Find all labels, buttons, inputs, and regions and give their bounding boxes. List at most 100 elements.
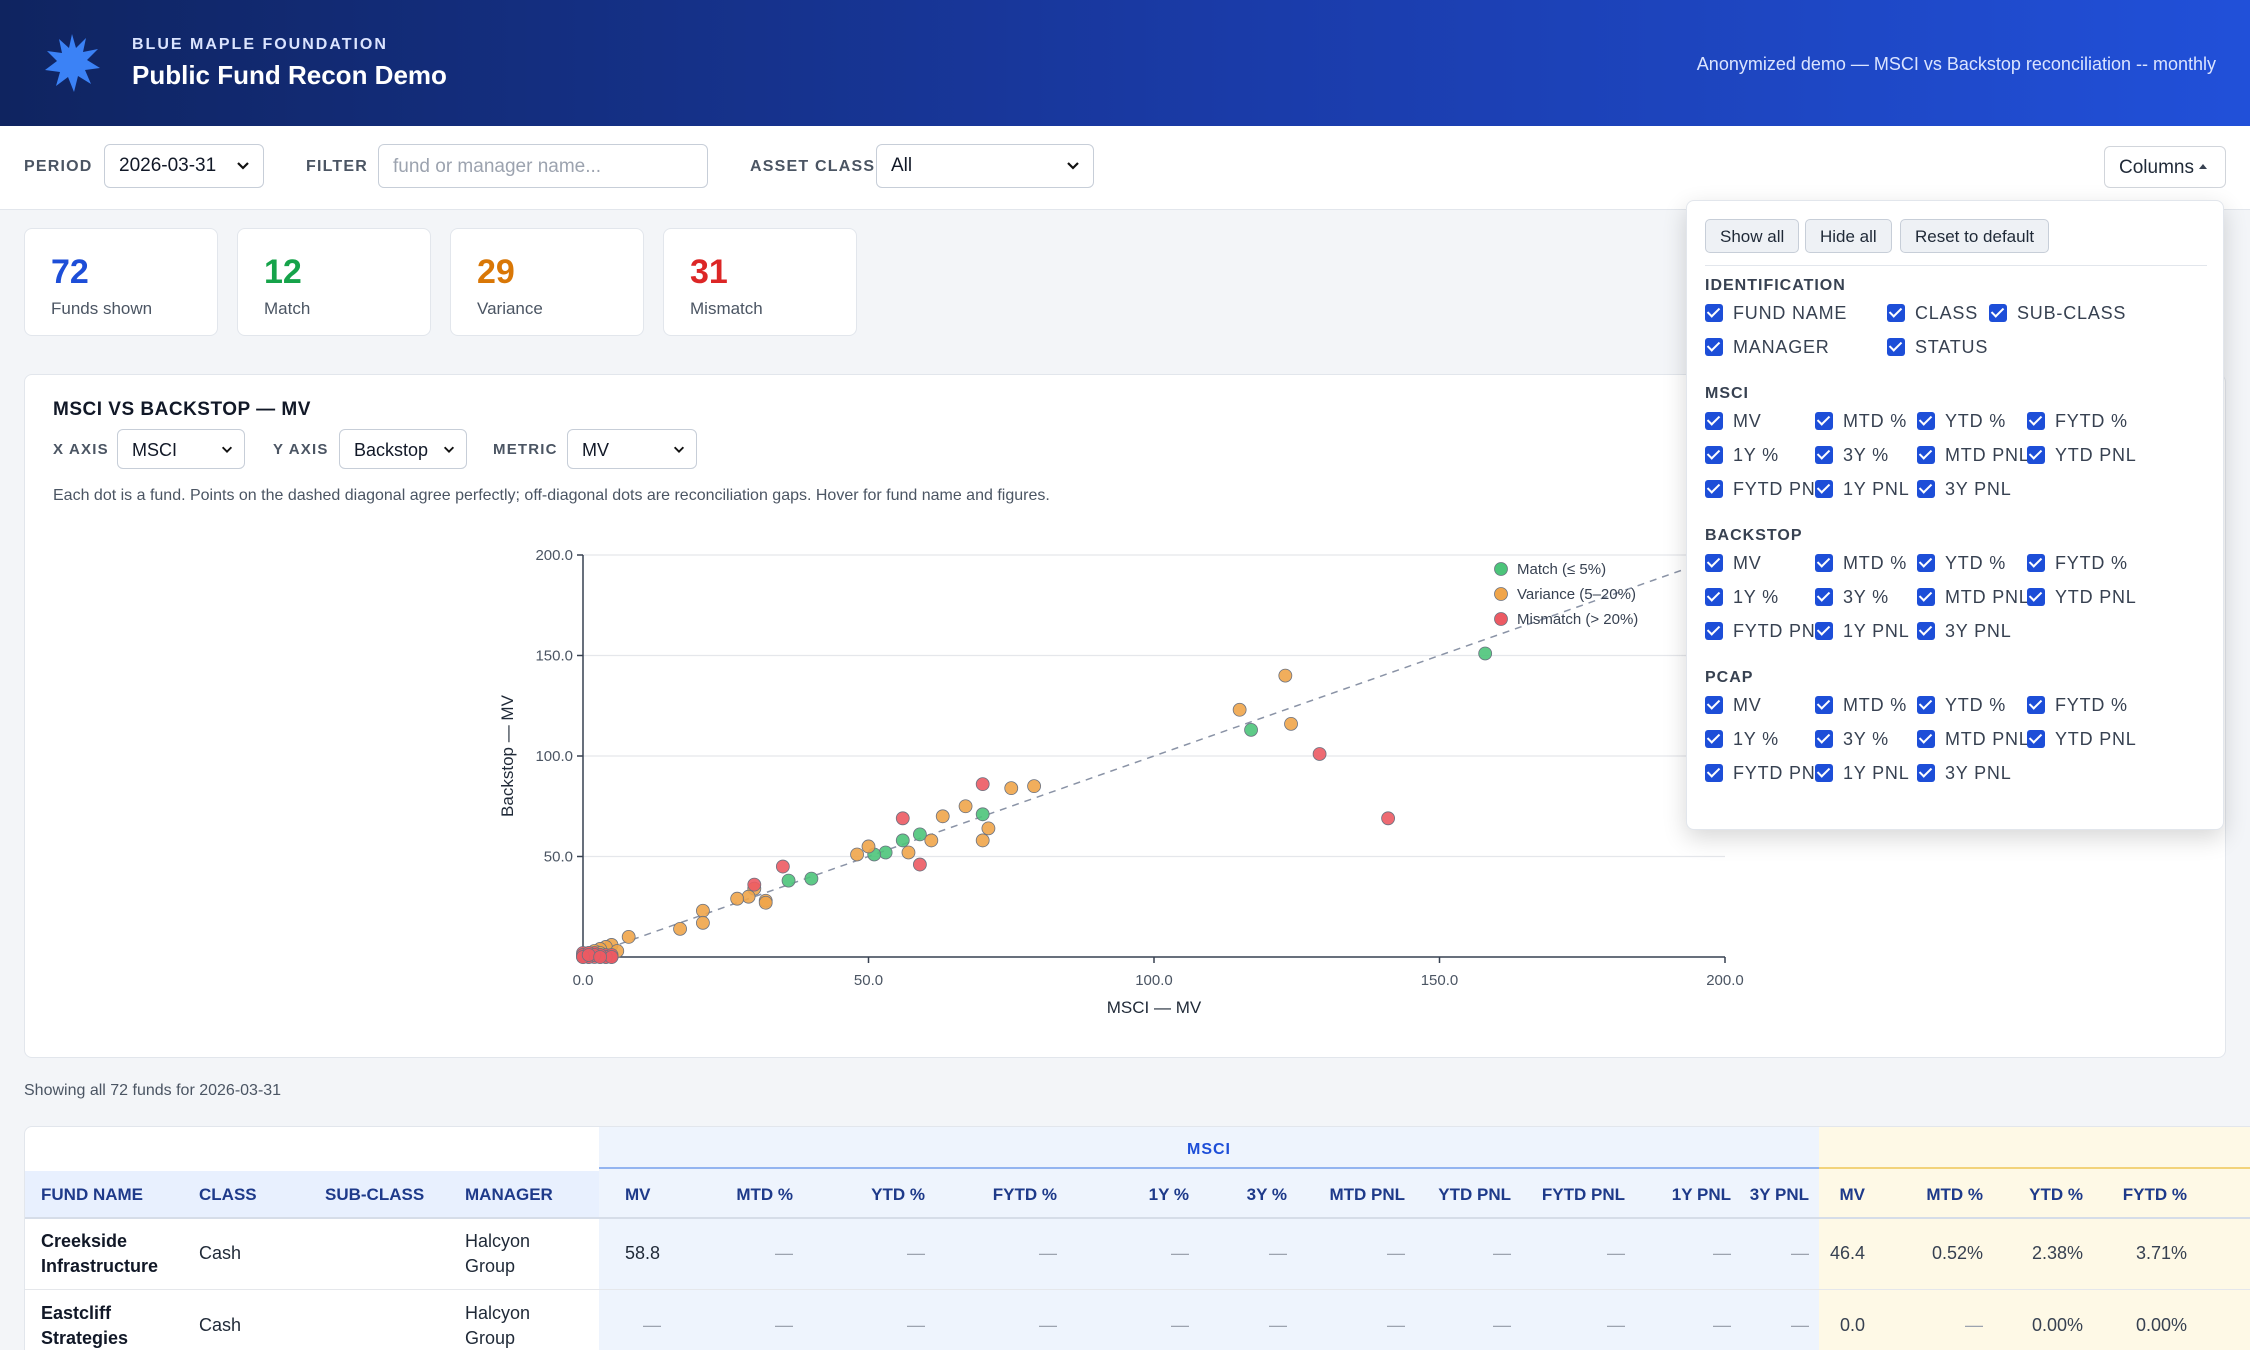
column-toggle-checkbox[interactable]: YTD PNL [2027, 587, 2137, 608]
asset-class-select[interactable]: All [876, 144, 1094, 188]
column-toggle-checkbox[interactable]: 3Y % [1815, 445, 1889, 466]
stat-value: 31 [690, 253, 728, 291]
checkbox-checked-icon[interactable] [1917, 446, 1935, 464]
reset-default-button[interactable]: Reset to default [1900, 219, 2050, 253]
checkbox-checked-icon[interactable] [1815, 764, 1833, 782]
column-toggle-checkbox[interactable]: FYTD % [2027, 411, 2128, 432]
checkbox-checked-icon[interactable] [2027, 412, 2045, 430]
metric-select[interactable]: MV [567, 429, 697, 469]
column-toggle-checkbox[interactable]: MTD % [1815, 553, 1907, 574]
x-axis-select[interactable]: MSCI [117, 429, 245, 469]
header-bottom-border [25, 1217, 2250, 1219]
column-toggle-checkbox[interactable]: MV [1705, 553, 1762, 574]
checkbox-checked-icon[interactable] [1917, 588, 1935, 606]
column-toggle-checkbox[interactable]: MV [1705, 411, 1762, 432]
column-toggle-checkbox[interactable]: MTD % [1815, 411, 1907, 432]
checkbox-checked-icon[interactable] [1705, 446, 1723, 464]
checkbox-checked-icon[interactable] [1815, 622, 1833, 640]
stat-label: Match [264, 299, 311, 318]
column-toggle-checkbox[interactable]: MANAGER [1705, 337, 1830, 358]
column-toggle-checkbox[interactable]: 1Y % [1705, 445, 1779, 466]
column-toggle-checkbox[interactable]: MTD PNL [1917, 729, 2030, 750]
column-toggle-checkbox[interactable]: FUND NAME [1705, 303, 1847, 324]
column-toggle-checkbox[interactable]: 3Y % [1815, 729, 1889, 750]
checkbox-checked-icon[interactable] [1815, 588, 1833, 606]
checkbox-checked-icon[interactable] [1705, 554, 1723, 572]
column-toggle-checkbox[interactable]: FYTD % [2027, 553, 2128, 574]
column-toggle-checkbox[interactable]: MTD PNL [1917, 587, 2030, 608]
hide-all-button[interactable]: Hide all [1805, 219, 1892, 253]
checkbox-checked-icon[interactable] [1917, 764, 1935, 782]
column-toggle-checkbox[interactable]: STATUS [1887, 337, 1988, 358]
checkbox-checked-icon[interactable] [1705, 412, 1723, 430]
checkbox-checked-icon[interactable] [1815, 554, 1833, 572]
checkbox-checked-icon[interactable] [1917, 480, 1935, 498]
column-toggle-checkbox[interactable]: 1Y % [1705, 729, 1779, 750]
checkbox-checked-icon[interactable] [1705, 764, 1723, 782]
checkbox-checked-icon[interactable] [2027, 446, 2045, 464]
checkbox-checked-icon[interactable] [1815, 446, 1833, 464]
y-axis-select[interactable]: Backstop [339, 429, 467, 469]
checkbox-checked-icon[interactable] [1705, 730, 1723, 748]
column-toggle-checkbox[interactable]: 3Y PNL [1917, 763, 2012, 784]
column-toggle-checkbox[interactable]: FYTD PNL [1705, 479, 1826, 500]
checkbox-checked-icon[interactable] [1917, 730, 1935, 748]
column-toggle-checkbox[interactable]: FYTD % [2027, 695, 2128, 716]
msci-value: — [1269, 1243, 1287, 1263]
column-toggle-checkbox[interactable]: YTD % [1917, 695, 2006, 716]
column-toggle-checkbox[interactable]: 3Y PNL [1917, 479, 2012, 500]
show-all-button[interactable]: Show all [1705, 219, 1800, 253]
checkbox-checked-icon[interactable] [1917, 696, 1935, 714]
column-toggle-checkbox[interactable]: 1Y PNL [1815, 763, 1910, 784]
checkbox-checked-icon[interactable] [1815, 730, 1833, 748]
column-toggle-checkbox[interactable]: YTD PNL [2027, 445, 2137, 466]
filter-toolbar: PERIOD 2026-03-31 FILTER fund or manager… [0, 126, 2250, 210]
column-toggle-checkbox[interactable]: MV [1705, 695, 1762, 716]
checkbox-checked-icon[interactable] [1705, 622, 1723, 640]
checkbox-checked-icon[interactable] [2027, 696, 2045, 714]
checkbox-checked-icon[interactable] [1705, 696, 1723, 714]
column-toggle-checkbox[interactable]: 1Y % [1705, 587, 1779, 608]
checkbox-checked-icon[interactable] [1705, 338, 1723, 356]
x-tick-label: 50.0 [854, 972, 883, 989]
checkbox-checked-icon[interactable] [1815, 480, 1833, 498]
checkbox-checked-icon[interactable] [2027, 554, 2045, 572]
period-select[interactable]: 2026-03-31 [104, 144, 264, 188]
column-toggle-checkbox[interactable]: YTD PNL [2027, 729, 2137, 750]
stat-value: 12 [264, 253, 302, 291]
column-toggle-checkbox[interactable]: FYTD PNL [1705, 763, 1826, 784]
checkbox-checked-icon[interactable] [1705, 588, 1723, 606]
legend-label: Match (≤ 5%) [1517, 561, 1606, 578]
column-toggle-checkbox[interactable]: YTD % [1917, 553, 2006, 574]
checkbox-checked-icon[interactable] [1815, 696, 1833, 714]
column-toggle-checkbox[interactable]: 3Y % [1815, 587, 1889, 608]
manager-name: Halcyon Group [465, 1303, 531, 1348]
columns-button[interactable]: Columns [2104, 146, 2226, 188]
column-toggle-checkbox[interactable]: 1Y PNL [1815, 479, 1910, 500]
column-toggle-checkbox[interactable]: SUB-CLASS [1989, 303, 2126, 324]
column-toggle-checkbox[interactable]: MTD % [1815, 695, 1907, 716]
column-toggle-checkbox[interactable]: 3Y PNL [1917, 621, 2012, 642]
checkbox-checked-icon[interactable] [2027, 730, 2045, 748]
column-toggle-checkbox[interactable]: CLASS [1887, 303, 1978, 324]
column-header: MV [1839, 1185, 1866, 1204]
checkbox-checked-icon[interactable] [1705, 304, 1723, 322]
checkbox-checked-icon[interactable] [1989, 304, 2007, 322]
column-toggle-checkbox[interactable]: FYTD PNL [1705, 621, 1826, 642]
checkbox-checked-icon[interactable] [1917, 622, 1935, 640]
column-toggle-checkbox[interactable]: 1Y PNL [1815, 621, 1910, 642]
checkbox-checked-icon[interactable] [1705, 480, 1723, 498]
filter-input[interactable]: fund or manager name... [378, 144, 708, 188]
checkbox-checked-icon[interactable] [1815, 412, 1833, 430]
backstop-value: 0. [2145, 1315, 2250, 1336]
column-toggle-checkbox[interactable]: YTD % [1917, 411, 2006, 432]
checkbox-checked-icon[interactable] [1917, 554, 1935, 572]
y-axis-label: Y AXIS [273, 441, 329, 458]
checkbox-checked-icon[interactable] [2027, 588, 2045, 606]
checkbox-checked-icon[interactable] [1887, 338, 1905, 356]
msci-value: — [1791, 1315, 1809, 1335]
column-toggle-checkbox[interactable]: MTD PNL [1917, 445, 2030, 466]
checkbox-checked-icon[interactable] [1917, 412, 1935, 430]
column-toggle-label: MTD % [1843, 695, 1907, 715]
checkbox-checked-icon[interactable] [1887, 304, 1905, 322]
